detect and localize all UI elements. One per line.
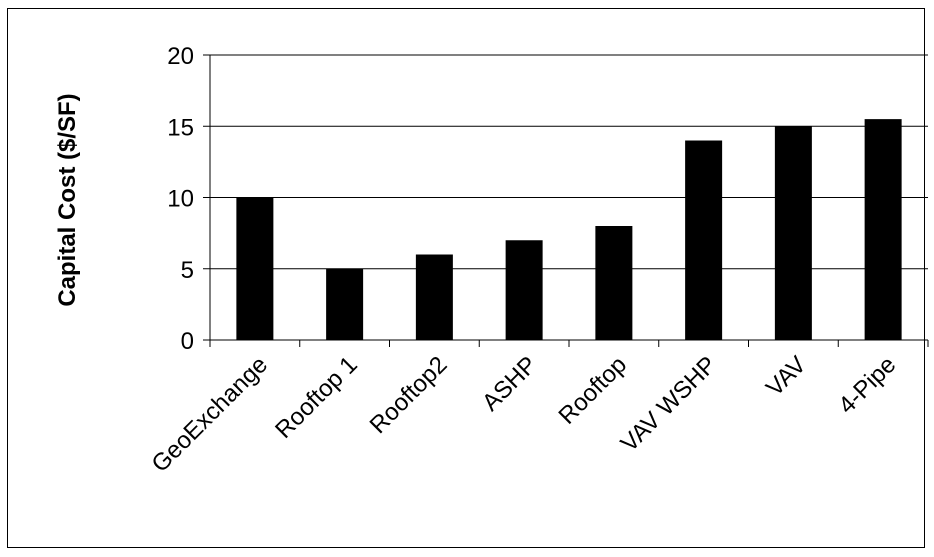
x-category-label: VAV	[761, 351, 812, 402]
y-tick-label: 10	[167, 186, 194, 213]
axes	[203, 54, 929, 347]
bar-4-pipe	[864, 119, 902, 340]
x-category-label: Rooftop2	[365, 351, 453, 439]
bar-vav	[774, 126, 812, 340]
y-tick-label: 0	[181, 328, 194, 355]
gridlines	[210, 54, 928, 270]
bar-ashp	[505, 240, 543, 340]
x-category-label: VAV WSHP	[616, 351, 722, 457]
bars	[236, 119, 902, 340]
bar-rooftop2	[415, 254, 453, 340]
x-category-label: GeoExchange	[146, 351, 273, 478]
bar-rooftop-1	[326, 268, 364, 340]
y-tick-label: 20	[167, 43, 194, 70]
y-tick-label: 5	[181, 257, 194, 284]
x-category-label: Rooftop 1	[270, 351, 363, 444]
x-category-label: 4-Pipe	[833, 351, 901, 419]
bar-geoexchange	[236, 197, 274, 340]
y-tick-label: 15	[167, 114, 194, 141]
y-axis-title: Capital Cost ($/SF)	[54, 93, 81, 306]
bar-rooftop	[595, 226, 633, 340]
chart-frame	[7, 8, 925, 548]
x-category-label: Rooftop	[554, 351, 633, 430]
bar-vav-wshp	[685, 140, 723, 340]
x-category-label: ASHP	[477, 351, 542, 416]
